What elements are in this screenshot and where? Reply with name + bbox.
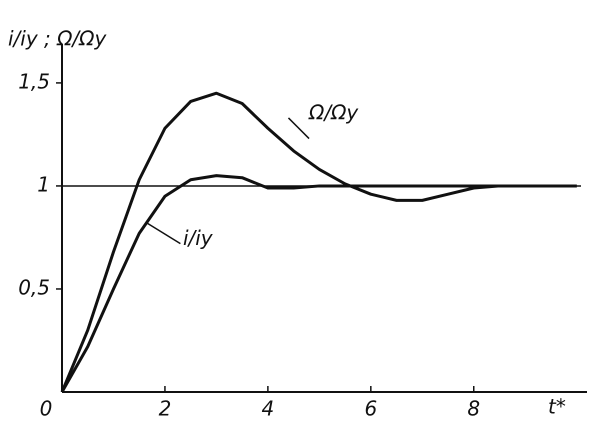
x-tick-label: 4 <box>262 397 275 421</box>
leader-line <box>287 117 310 140</box>
x-axis-label: t* <box>548 395 566 419</box>
leader-line <box>146 222 181 245</box>
series-line <box>60 174 577 393</box>
x-tick-label: 0 <box>40 397 53 421</box>
y-tick-label: 0,5 <box>18 275 50 299</box>
x-tick-label: 8 <box>467 397 480 421</box>
y-tick-label: 1,5 <box>18 69 50 93</box>
series-line <box>60 91 577 393</box>
series-label: i/iy <box>183 226 214 250</box>
series-label: Ω/Ωy <box>308 100 359 124</box>
y-axis-label: i/iy ; Ω/Ωy <box>8 27 107 51</box>
x-tick-label: 6 <box>364 397 377 421</box>
y-tick-label: 1 <box>37 172 50 196</box>
x-tick-label: 2 <box>159 397 172 421</box>
